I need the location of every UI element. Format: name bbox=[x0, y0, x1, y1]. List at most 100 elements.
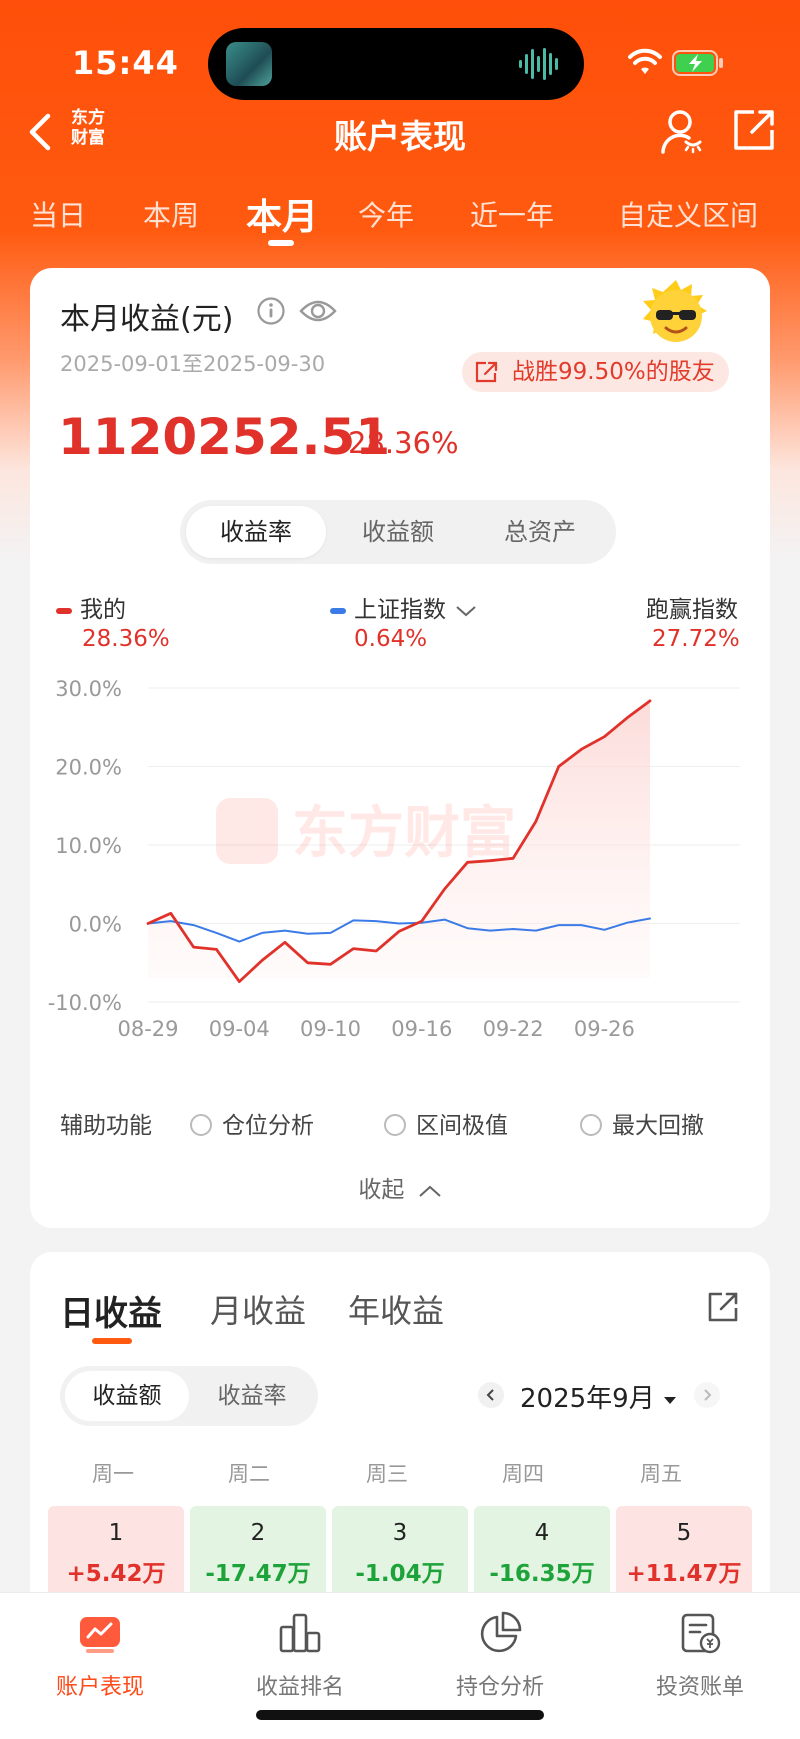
tab-today[interactable]: 当日 bbox=[30, 199, 87, 232]
chart-tab-total-assets[interactable]: 总资产 bbox=[504, 518, 576, 546]
chart-mode-switch: 收益率 收益额 总资产 bbox=[180, 500, 616, 564]
tab-this-week[interactable]: 本周 bbox=[143, 199, 200, 232]
return-amount: 1120252.51 bbox=[58, 408, 391, 466]
x-tick-label: 09-16 bbox=[391, 1017, 452, 1041]
tab-monthly-return[interactable]: 月收益 bbox=[210, 1292, 307, 1330]
chevron-right-icon[interactable] bbox=[694, 1382, 720, 1408]
aux-max-drawdown[interactable]: 最大回撤 bbox=[580, 1106, 704, 1140]
bottom-tab-label: 账户表现 bbox=[55, 1675, 144, 1700]
eye-icon[interactable] bbox=[298, 294, 338, 328]
bottom-tab-holdings[interactable]: 持仓分析 bbox=[400, 1593, 600, 1713]
legend-index[interactable]: 上证指数 bbox=[330, 590, 477, 624]
share-icon[interactable] bbox=[732, 108, 776, 152]
beat-ranking-badge[interactable]: 战胜99.50%的股友 bbox=[462, 352, 729, 392]
day-value: +5.42万 bbox=[66, 1561, 166, 1587]
tab-daily-return[interactable]: 日收益 bbox=[60, 1294, 162, 1334]
day-cell[interactable]: 2 -17.47万 bbox=[190, 1506, 326, 1606]
x-tick-label: 09-10 bbox=[300, 1017, 361, 1041]
back-arrow-icon[interactable] bbox=[26, 112, 54, 152]
aux-position-analysis[interactable]: 仓位分析 bbox=[190, 1106, 314, 1140]
monthly-return-card: 本月收益(元) 2025-09-01至2025-09-30 战胜99.50%的股… bbox=[30, 268, 770, 1228]
legend-mine: 我的 bbox=[56, 590, 126, 624]
bottom-tab-bill[interactable]: 投资账单 bbox=[600, 1593, 800, 1713]
y-tick-label: 30.0% bbox=[55, 677, 122, 701]
collapse-label: 收起 bbox=[358, 1177, 405, 1203]
radio-icon bbox=[384, 1114, 406, 1136]
weekday-label: 周二 bbox=[228, 1462, 270, 1486]
share-small-icon bbox=[475, 361, 498, 383]
day-cell[interactable]: 3 -1.04万 bbox=[332, 1506, 468, 1606]
chart-tab-return-rate[interactable]: 收益率 bbox=[186, 506, 326, 558]
collapse-button[interactable]: 收起 bbox=[30, 1170, 770, 1204]
wifi-icon bbox=[628, 48, 662, 74]
y-tick-label: -10.0% bbox=[48, 991, 122, 1015]
home-indicator bbox=[256, 1710, 544, 1720]
pie-chart-icon bbox=[480, 1611, 522, 1653]
info-icon[interactable] bbox=[256, 296, 286, 326]
day-cell[interactable]: 1 +5.42万 bbox=[48, 1506, 184, 1606]
legend-mine-label: 我的 bbox=[80, 597, 126, 623]
weekday-label: 周四 bbox=[502, 1462, 544, 1486]
x-tick-label: 09-04 bbox=[209, 1017, 270, 1041]
legend-index-label: 上证指数 bbox=[354, 597, 446, 623]
chart-tab-return-amount[interactable]: 收益额 bbox=[362, 518, 434, 546]
bottom-tab-label: 收益排名 bbox=[255, 1675, 344, 1700]
ranking-icon bbox=[279, 1613, 321, 1653]
return-title: 本月收益(元) bbox=[60, 302, 234, 337]
legend-mine-swatch bbox=[56, 607, 72, 614]
mode-rate[interactable]: 收益率 bbox=[217, 1383, 287, 1409]
y-tick-label: 0.0% bbox=[69, 913, 122, 937]
legend-index-value: 0.64% bbox=[354, 626, 428, 652]
tab-last-year[interactable]: 近一年 bbox=[470, 199, 555, 232]
radio-icon bbox=[580, 1114, 602, 1136]
tab-this-month[interactable]: 本月 bbox=[246, 197, 319, 238]
user-hide-icon[interactable] bbox=[660, 108, 704, 156]
mode-amount[interactable]: 收益额 bbox=[65, 1371, 189, 1421]
day-number: 1 bbox=[108, 1520, 124, 1546]
bottom-tab-account-performance[interactable]: 账户表现 bbox=[0, 1593, 200, 1713]
period-tabs: 当日 本周 本月 今年 近一年 自定义区间 bbox=[0, 186, 800, 246]
y-tick-label: 10.0% bbox=[55, 834, 122, 858]
brand-logo: 东方 财富 bbox=[71, 108, 105, 148]
chevron-up-icon bbox=[418, 1185, 441, 1197]
day-number: 5 bbox=[676, 1520, 692, 1546]
chevron-left-icon[interactable] bbox=[478, 1382, 504, 1408]
watermark-logo-icon bbox=[216, 798, 278, 864]
active-tab-indicator bbox=[92, 1338, 132, 1344]
x-tick-label: 09-26 bbox=[574, 1017, 635, 1041]
legend-index-swatch bbox=[330, 607, 346, 614]
mascot-emoji-icon bbox=[643, 280, 707, 342]
series-line-index bbox=[147, 917, 651, 943]
tab-custom-range[interactable]: 自定义区间 bbox=[618, 199, 759, 232]
month-label: 2025年9月 bbox=[520, 1384, 655, 1414]
bottom-tab-label: 持仓分析 bbox=[455, 1675, 544, 1700]
bottom-tab-ranking[interactable]: 收益排名 bbox=[200, 1593, 400, 1713]
return-chart[interactable]: 东方财富 30.0% 20.0% 10.0% 0.0% -10.0%08-29 09-04… bbox=[30, 658, 770, 1068]
weekday-label: 周三 bbox=[366, 1462, 408, 1486]
day-cell[interactable]: 5 +11.47万 bbox=[616, 1506, 752, 1606]
tab-yearly-return[interactable]: 年收益 bbox=[348, 1292, 445, 1330]
y-tick-label: 20.0% bbox=[55, 756, 122, 780]
share-icon[interactable] bbox=[706, 1290, 740, 1324]
day-number: 2 bbox=[250, 1520, 266, 1546]
month-selector[interactable]: 2025年9月 bbox=[520, 1378, 677, 1415]
returns-mode-switch: 收益额 收益率 bbox=[60, 1366, 318, 1426]
day-cell[interactable]: 4 -16.35万 bbox=[474, 1506, 610, 1606]
now-playing-artwork-icon bbox=[226, 42, 272, 86]
page-title: 账户表现 bbox=[334, 117, 466, 156]
radio-icon bbox=[190, 1114, 212, 1136]
x-tick-label: 08-29 bbox=[117, 1017, 178, 1041]
legend-outperform-value: 27.72% bbox=[652, 626, 740, 652]
nav-bar: 东方 财富 账户表现 bbox=[0, 100, 800, 176]
series-line-mine bbox=[146, 699, 652, 984]
watermark-text: 东方财富 bbox=[292, 801, 516, 866]
aux-option-label: 最大回撤 bbox=[612, 1113, 704, 1139]
legend-outperform-label: 跑赢指数 bbox=[646, 597, 738, 623]
date-range: 2025-09-01至2025-09-30 bbox=[60, 352, 326, 376]
tab-this-year[interactable]: 今年 bbox=[358, 199, 415, 232]
dynamic-island[interactable] bbox=[208, 28, 584, 100]
day-value: -1.04万 bbox=[355, 1561, 445, 1587]
aux-range-extreme[interactable]: 区间极值 bbox=[384, 1106, 508, 1140]
aux-option-label: 区间极值 bbox=[416, 1113, 508, 1139]
day-value: -16.35万 bbox=[489, 1561, 595, 1587]
